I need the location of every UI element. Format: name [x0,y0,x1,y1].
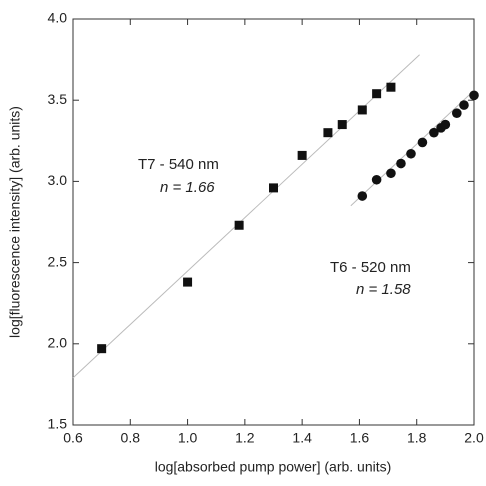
annotation: T7 - 540 nm [138,156,219,173]
point [183,277,193,287]
plot-frame [72,18,475,426]
y-tick-label: 3.0 [48,172,68,188]
point [269,183,278,193]
point [406,148,416,159]
point [357,105,367,115]
point [337,120,347,130]
annotation: T6 - 520 nm [330,259,411,276]
point [323,128,333,138]
y-tick-label: 1.5 [48,416,68,432]
point [357,191,368,201]
x-tick-label: 0.6 [63,430,83,446]
x-tick-label: 1.6 [350,430,370,446]
point [386,168,396,179]
point [452,108,462,118]
point [371,174,382,185]
fit-line [350,90,475,207]
fit-line [72,54,420,379]
point [396,158,406,169]
point [429,127,439,138]
point [97,344,107,354]
point [372,89,382,99]
point [234,220,244,230]
point [297,150,307,160]
point [469,90,479,101]
y-tick-label: 2.0 [48,335,68,351]
y-tick-label: 2.5 [48,253,68,269]
annotation: n = 1.58 [356,281,411,298]
x-tick-label: 1.0 [178,430,198,446]
x-tick-label: 1.8 [407,430,427,446]
y-tick-label: 3.5 [48,91,68,107]
point [386,82,396,92]
x-tick-label: 1.4 [292,430,312,446]
y-tick-label: 4.0 [48,10,68,26]
y-axis-label: log[fluorescence intensity] (arb. units) [7,106,23,338]
point [417,137,428,148]
annotation: n = 1.66 [160,179,215,196]
x-tick-label: 1.2 [235,430,255,446]
x-tick-label: 0.8 [121,430,141,446]
point [459,100,469,110]
x-axis-label: log[absorbed pump power] (arb. units) [155,459,392,475]
x-tick-label: 2.0 [464,430,484,446]
point [440,119,451,130]
